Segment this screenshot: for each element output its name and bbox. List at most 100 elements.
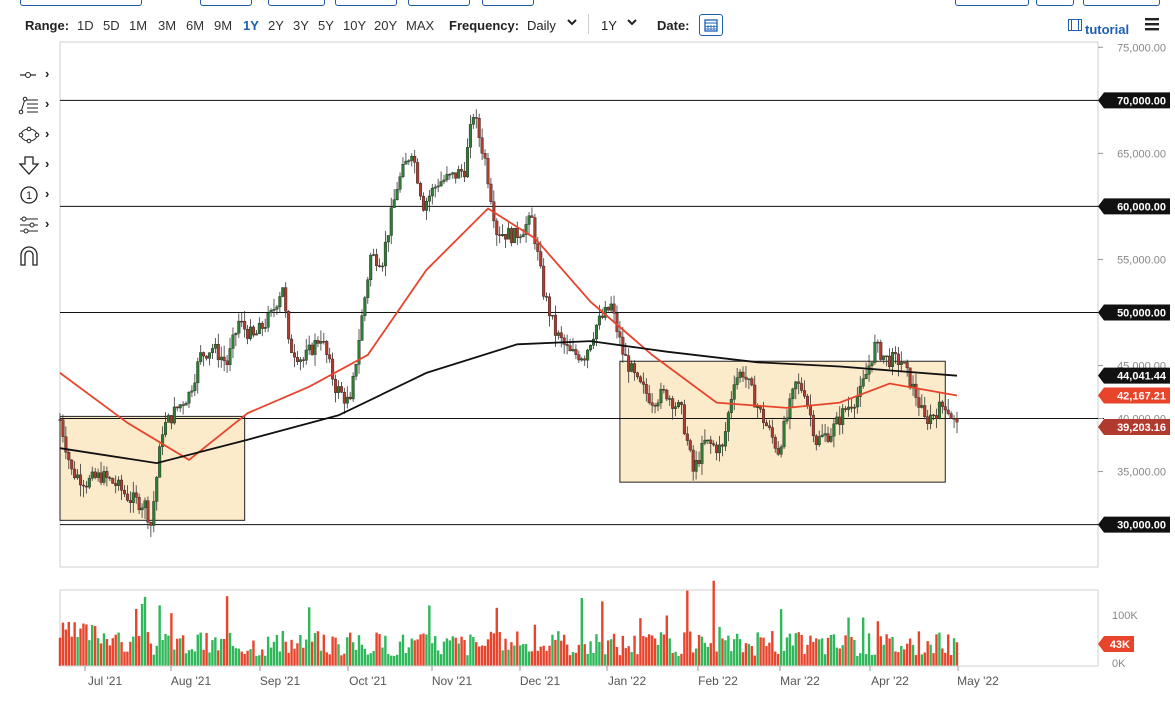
volume-bar bbox=[249, 649, 252, 666]
volume-bar bbox=[624, 648, 627, 666]
volume-bar bbox=[639, 618, 642, 666]
volume-bar bbox=[820, 638, 824, 666]
tutorial-film-icon[interactable] bbox=[1068, 19, 1082, 34]
candle-body bbox=[858, 385, 862, 397]
range-9m[interactable]: 9M bbox=[214, 18, 233, 33]
period-select[interactable]: 1Y bbox=[601, 18, 617, 33]
candle-body bbox=[615, 312, 619, 332]
candle-body bbox=[905, 362, 909, 369]
top-control-stub[interactable] bbox=[1036, 0, 1074, 6]
annotation-tool[interactable]: 1 › bbox=[18, 185, 54, 207]
candle-body bbox=[917, 397, 921, 408]
indicator-tool[interactable]: › bbox=[18, 215, 54, 237]
volume-bar bbox=[58, 637, 62, 666]
volume-bar bbox=[243, 653, 246, 666]
candle-body bbox=[205, 355, 209, 359]
chevron-down-icon[interactable] bbox=[566, 16, 578, 31]
candle-body bbox=[756, 406, 760, 408]
volume-bar bbox=[237, 648, 241, 666]
top-control-stub[interactable] bbox=[408, 0, 470, 6]
volume-bar bbox=[524, 644, 528, 666]
range-5d[interactable]: 5D bbox=[103, 18, 120, 33]
volume-bar bbox=[519, 645, 522, 666]
candle-body bbox=[521, 234, 525, 238]
candle-body bbox=[633, 363, 637, 374]
candle-body bbox=[512, 227, 516, 244]
top-control-stub[interactable] bbox=[200, 0, 252, 6]
volume-bar bbox=[337, 644, 340, 666]
top-control-stub[interactable] bbox=[482, 0, 534, 6]
candle-body bbox=[105, 471, 109, 478]
volume-bar bbox=[571, 652, 575, 666]
volume-bar bbox=[176, 638, 179, 666]
range-1d[interactable]: 1D bbox=[77, 18, 94, 33]
candle-body bbox=[304, 349, 308, 361]
crosshair-tool[interactable]: › bbox=[18, 65, 54, 87]
volume-bar bbox=[82, 623, 85, 666]
volume-bar bbox=[255, 655, 258, 666]
volume-bar bbox=[228, 632, 232, 666]
candle-body bbox=[641, 381, 645, 385]
toolbar-divider bbox=[588, 14, 589, 34]
volume-bar bbox=[744, 643, 748, 666]
top-control-stub[interactable] bbox=[268, 0, 325, 6]
range-1m[interactable]: 1M bbox=[129, 18, 148, 33]
volume-bar bbox=[454, 637, 457, 666]
candle-body bbox=[770, 427, 774, 438]
volume-bar bbox=[812, 641, 815, 666]
range-1y[interactable]: 1Y bbox=[243, 18, 259, 33]
candle-body bbox=[847, 406, 851, 410]
volume-bar bbox=[240, 651, 243, 666]
range-3y[interactable]: 3Y bbox=[293, 18, 309, 33]
range-5y[interactable]: 5Y bbox=[318, 18, 334, 33]
top-control-stub[interactable] bbox=[20, 0, 142, 6]
chevron-down-icon[interactable] bbox=[626, 16, 638, 31]
magnet-tool[interactable] bbox=[18, 245, 54, 267]
volume-bar bbox=[680, 653, 683, 666]
volume-bar bbox=[841, 645, 844, 666]
candle-body bbox=[468, 124, 472, 148]
range-max[interactable]: MAX bbox=[406, 18, 435, 33]
tutorial-link[interactable]: tutorial bbox=[1085, 22, 1130, 37]
volume-bar bbox=[706, 646, 710, 666]
candle-body bbox=[84, 485, 88, 488]
volume-bar bbox=[152, 654, 156, 666]
top-control-stub[interactable] bbox=[335, 0, 397, 6]
candle-body bbox=[345, 396, 349, 404]
candle-body bbox=[336, 386, 340, 393]
fibonacci-tool[interactable]: › bbox=[18, 95, 54, 117]
calendar-button[interactable] bbox=[699, 14, 723, 36]
candle-body bbox=[489, 183, 493, 202]
candle-body bbox=[407, 160, 411, 162]
hamburger-menu-icon[interactable] bbox=[1145, 18, 1159, 34]
volume-bar bbox=[533, 624, 537, 666]
range-20y[interactable]: 20Y bbox=[374, 18, 398, 33]
top-control-stub[interactable] bbox=[1083, 0, 1160, 6]
volume-bar bbox=[275, 634, 279, 666]
value-tag-label: 42,167.21 bbox=[1117, 391, 1166, 403]
range-10y[interactable]: 10Y bbox=[343, 18, 367, 33]
price-chart[interactable]: 75,000.00 70,000.00 65,000.00 60,000.00 55,0… bbox=[0, 40, 1175, 700]
candle-body bbox=[565, 344, 569, 346]
frequency-select[interactable]: Daily bbox=[527, 18, 556, 33]
volume-bar bbox=[313, 633, 317, 666]
range-2y[interactable]: 2Y bbox=[268, 18, 284, 33]
arrow-tool[interactable]: › bbox=[18, 155, 54, 177]
range-3m[interactable]: 3M bbox=[158, 18, 177, 33]
time-tick-label: Jul '21 bbox=[88, 674, 123, 688]
shape-tool[interactable]: › bbox=[18, 125, 54, 147]
candle-body bbox=[331, 358, 335, 380]
value-tag bbox=[1098, 418, 1170, 435]
candle-body bbox=[542, 265, 546, 297]
volume-bar bbox=[436, 650, 440, 666]
range-6m[interactable]: 6M bbox=[186, 18, 205, 33]
top-control-stub[interactable] bbox=[955, 0, 1029, 6]
candle-body bbox=[838, 416, 842, 425]
volume-bar bbox=[401, 634, 405, 666]
volume-bar bbox=[88, 640, 91, 666]
volume-bar bbox=[521, 644, 525, 666]
volume-bar bbox=[322, 634, 326, 666]
volume-bar bbox=[132, 636, 135, 666]
volume-bar bbox=[671, 652, 674, 666]
candle-body bbox=[612, 303, 616, 314]
